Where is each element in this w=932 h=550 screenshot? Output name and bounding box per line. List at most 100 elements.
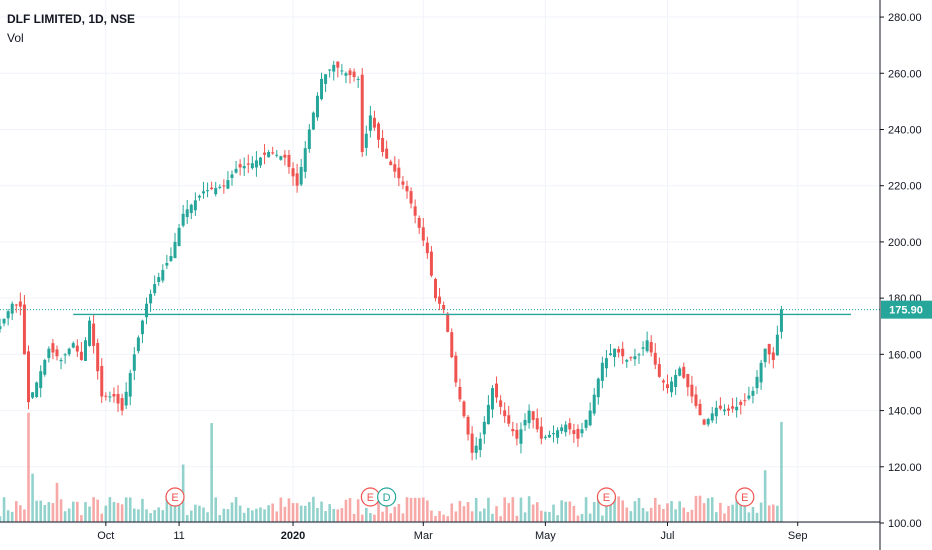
symbol-title[interactable]: DLF LIMITED, 1D, NSE <box>7 12 136 26</box>
candle <box>307 124 311 153</box>
volume-bar <box>352 513 356 522</box>
price-tick-label: 240.00 <box>888 124 922 136</box>
volume-bar <box>6 510 10 522</box>
volume-bar <box>690 509 694 522</box>
candle <box>507 405 511 427</box>
volume-bar <box>564 501 568 522</box>
candle <box>169 247 173 263</box>
volume-bar <box>14 501 18 522</box>
earnings-marker[interactable]: E <box>360 487 380 507</box>
volume-bar <box>588 513 592 522</box>
volume-bar <box>328 504 331 522</box>
svg-text:E: E <box>171 492 178 504</box>
candle <box>702 418 706 426</box>
candle <box>539 417 543 445</box>
candle <box>495 376 499 403</box>
candle <box>454 351 458 387</box>
candle <box>67 347 71 357</box>
time-tick-label: Mar <box>414 530 433 542</box>
volume-bar <box>31 473 34 522</box>
earnings-marker[interactable]: E <box>165 487 185 507</box>
volume-bar <box>389 513 393 522</box>
volume-bar <box>177 498 181 522</box>
volume-bar <box>222 508 226 522</box>
candle <box>600 356 604 389</box>
last-price-badge: 175.90 <box>881 300 932 319</box>
candle <box>653 343 657 370</box>
volume-bar <box>751 507 755 522</box>
volume-bar <box>572 505 576 522</box>
candle <box>637 352 641 364</box>
price-tick-label: 120.00 <box>888 462 922 474</box>
candle <box>409 187 413 209</box>
volume-bar <box>596 497 600 522</box>
volume-bar <box>80 515 83 522</box>
volume-bar <box>544 511 547 522</box>
volume-bar <box>393 506 397 522</box>
volume-bar <box>377 495 380 522</box>
candle <box>727 404 731 416</box>
volume-bar <box>763 470 767 522</box>
price-levels <box>0 309 880 316</box>
time-axis[interactable]: Oct 11 2020 Mar May Jul Sep <box>0 521 880 542</box>
volume-bar <box>613 495 616 522</box>
volume-bar <box>320 501 323 522</box>
price-axis[interactable]: 280.00260.00240.00220.00200.00180.00160.… <box>879 0 932 550</box>
volume-bar <box>226 509 230 522</box>
candle <box>340 64 344 76</box>
candle <box>6 309 10 326</box>
candle <box>393 156 397 178</box>
volume-bar <box>658 504 661 522</box>
volume-bar <box>625 507 629 522</box>
volume-bar <box>674 509 677 522</box>
volume-bar <box>27 412 30 522</box>
candle <box>299 159 303 187</box>
volume-bar <box>442 514 445 522</box>
price-tick-label: 220.00 <box>888 181 922 193</box>
time-tick-label: Oct <box>97 530 114 542</box>
volume-bar <box>189 510 193 522</box>
candle <box>39 365 43 398</box>
candle <box>515 423 519 446</box>
volume-bar <box>446 516 449 522</box>
earnings-marker[interactable]: E <box>735 487 755 507</box>
volume-bar <box>698 495 702 522</box>
candle <box>556 427 560 444</box>
candle <box>271 146 275 155</box>
candle <box>462 400 466 419</box>
candle <box>210 181 214 191</box>
volume-bar <box>283 506 287 522</box>
candle <box>315 92 319 121</box>
candle <box>75 339 79 358</box>
candle <box>291 162 295 186</box>
candle <box>438 288 442 311</box>
volume-bar <box>230 502 234 522</box>
volume-bar <box>161 510 165 522</box>
volume-bar <box>706 498 710 522</box>
volume-bar <box>747 512 751 522</box>
candle <box>254 151 258 177</box>
candle <box>442 301 446 314</box>
candle <box>531 411 535 429</box>
candle <box>503 402 507 423</box>
volume-bar <box>576 515 580 522</box>
candle <box>275 150 279 158</box>
volume-bar <box>759 502 763 522</box>
earnings-marker[interactable]: E <box>596 487 617 507</box>
candle <box>136 335 140 354</box>
volume-bar <box>67 508 71 522</box>
candle <box>14 303 18 313</box>
volume-bar <box>271 503 274 522</box>
candle <box>735 397 739 418</box>
volume-bar <box>340 508 344 522</box>
volume-bar <box>360 514 364 522</box>
candle <box>336 61 340 78</box>
candle <box>344 71 348 84</box>
dividend-marker[interactable]: D <box>377 487 397 507</box>
candle <box>202 181 205 199</box>
volume-bar <box>124 497 128 522</box>
volume-bar <box>128 497 132 522</box>
candle <box>181 204 185 228</box>
